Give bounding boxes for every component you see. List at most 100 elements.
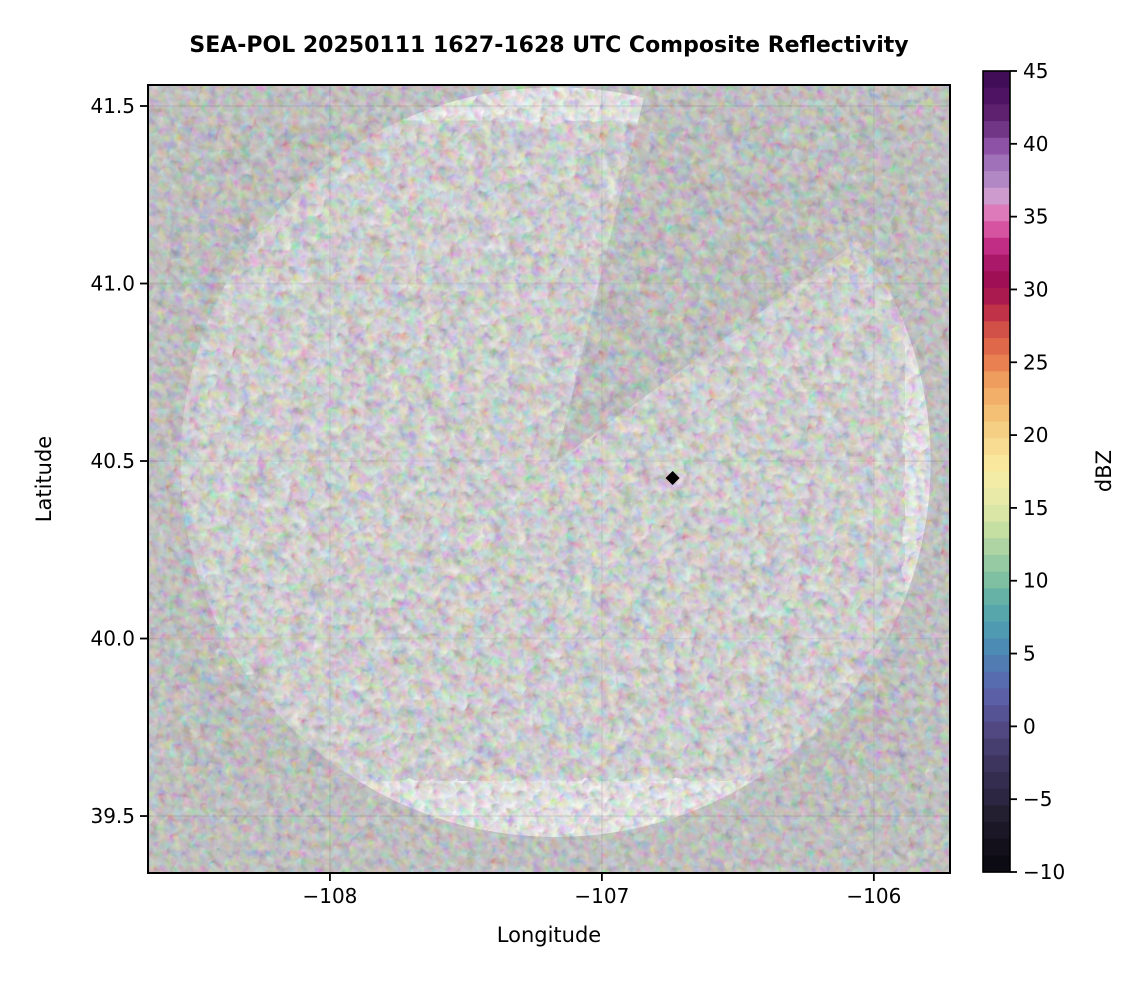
axes-spines [147, 84, 951, 874]
y-tick-label: 40.0 [90, 627, 135, 651]
colorbar-band [983, 638, 1010, 656]
colorbar-band [983, 237, 1010, 256]
colorbar-band [983, 655, 1010, 673]
echo-speck [385, 337, 395, 346]
echo-blob [534, 523, 611, 594]
colorbar-band [983, 221, 1010, 239]
colorbar-band [983, 755, 1010, 773]
colorbar-tick-label: 45 [1023, 59, 1048, 83]
colorbar-band [983, 688, 1010, 706]
echo-blob [508, 539, 533, 568]
colorbar-band [983, 87, 1010, 105]
colorbar-band [983, 354, 1010, 372]
colorbar-band [983, 104, 1010, 122]
colorbar-band [983, 404, 1010, 423]
echo-speck [376, 643, 393, 659]
colorbar-band [983, 254, 1010, 272]
colorbar-band [983, 488, 1010, 506]
colorbar-band [983, 338, 1010, 356]
y-axis-label: Latitude [32, 435, 56, 523]
echo-blob [474, 329, 531, 356]
echo-speck [639, 400, 652, 413]
echo-blob [556, 582, 589, 605]
echo-blob [422, 564, 441, 585]
y-tick-label: 40.5 [90, 449, 135, 473]
echo-speck [352, 326, 364, 337]
colorbar-band [983, 738, 1010, 756]
colorbar-band [983, 71, 1010, 89]
colorbar-tick-label: 20 [1023, 423, 1048, 447]
colorbar-band [983, 838, 1010, 856]
echo-speck [485, 614, 500, 629]
echo-speck [342, 646, 358, 661]
x-tick-label: −106 [846, 884, 901, 908]
colorbar-band [983, 521, 1010, 539]
colorbar-band [983, 438, 1010, 456]
colorbar-band [983, 855, 1010, 873]
colorbar-band [983, 554, 1010, 573]
echo-speck [571, 313, 582, 324]
colorbar-tick-label: 10 [1023, 569, 1048, 593]
colorbar-tick-label: 15 [1023, 496, 1048, 520]
colorbar-tick-label: 5 [1023, 642, 1036, 666]
echo-speck [324, 680, 333, 689]
colorbar-tick-label: 25 [1023, 350, 1048, 374]
colorbar-band [983, 421, 1010, 439]
colorbar-label: dBZ [1092, 449, 1116, 493]
echo-blob [563, 530, 588, 551]
colorbar-tick-label: −10 [1023, 860, 1065, 884]
colorbar-band [983, 204, 1010, 222]
echo-blob [679, 556, 707, 577]
colorbar-tick-label: 35 [1023, 205, 1048, 229]
colorbar-band [983, 388, 1010, 406]
x-tick-label: −108 [302, 884, 357, 908]
y-tick-label: 41.5 [90, 94, 135, 118]
echo-speck [333, 613, 348, 628]
colorbar-band [983, 287, 1010, 306]
colorbar-band [983, 271, 1010, 289]
echo-speck [510, 494, 525, 509]
echo-speck [336, 690, 345, 699]
map-area [148, 85, 950, 873]
echo-blob [535, 497, 556, 530]
colorbar-band [983, 621, 1010, 639]
site-marker-diamond [665, 471, 680, 486]
colorbar-band [983, 721, 1010, 740]
echo-speck [403, 569, 413, 578]
echo-speck [351, 592, 364, 605]
colorbar-band [983, 788, 1010, 806]
colorbar-band [983, 171, 1010, 189]
echo-speck [363, 305, 377, 319]
x-axis-label: Longitude [496, 923, 602, 947]
colorbar-band [983, 154, 1010, 172]
colorbar-band [983, 571, 1010, 589]
colorbar-band [983, 538, 1010, 556]
colorbar-frame [982, 70, 1011, 873]
echo-specks [324, 305, 716, 699]
echo-blob [425, 351, 454, 388]
colorbar-tick-label: 30 [1023, 277, 1048, 301]
echo-speck [684, 366, 699, 382]
colorbar-band [983, 605, 1010, 623]
echo-speck [356, 607, 366, 616]
chart-title: SEA-POL 20250111 1627-1628 UTC Composite… [189, 33, 909, 58]
echo-speck [514, 441, 528, 455]
echo-speck [656, 394, 668, 406]
colorbar-band [983, 187, 1010, 206]
colorbar-band [983, 771, 1010, 790]
echo-speck [364, 670, 379, 685]
colorbar-tick-label: −5 [1023, 787, 1052, 811]
echo-speck [362, 341, 374, 353]
echo-blob [574, 509, 622, 537]
echo-speck [707, 579, 716, 588]
blocked-sector-wedge [555, 85, 950, 463]
echo-speck [492, 583, 508, 600]
echo-blob [628, 533, 685, 564]
colorbar-band [983, 454, 1010, 473]
colorbar-band [983, 671, 1010, 690]
colorbar-band [983, 137, 1010, 156]
echo-speck [328, 596, 338, 607]
colorbar-band [983, 471, 1010, 489]
